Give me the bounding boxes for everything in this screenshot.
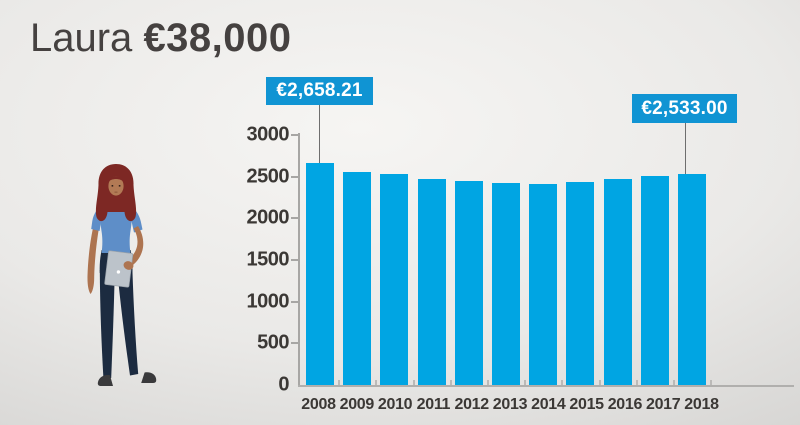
x-axis-tick bbox=[375, 380, 378, 385]
x-label-2013: 2013 bbox=[492, 396, 528, 413]
bar-2008 bbox=[306, 163, 334, 385]
callout-2018-pointer bbox=[685, 123, 686, 174]
person-illustration bbox=[87, 164, 157, 386]
y-axis-tick bbox=[291, 342, 299, 345]
bar-2014 bbox=[529, 183, 558, 385]
x-label-2017: 2017 bbox=[645, 396, 681, 413]
page-title: Laura €38,000 bbox=[30, 16, 292, 60]
bar-2011 bbox=[417, 179, 446, 385]
y-axis-tick bbox=[291, 134, 299, 136]
bar-2013 bbox=[492, 183, 520, 385]
x-axis-tick bbox=[598, 380, 601, 385]
y-label-0: 0 bbox=[278, 373, 289, 396]
x-label-2008: 2008 bbox=[301, 396, 336, 413]
y-label-2000: 2000 bbox=[246, 206, 290, 229]
bar-2009 bbox=[343, 171, 372, 385]
x-axis-line bbox=[298, 385, 794, 387]
title-salary-amount: €38,000 bbox=[143, 16, 292, 60]
y-axis-tick bbox=[291, 300, 299, 303]
x-axis-tick bbox=[524, 380, 527, 385]
x-label-2014: 2014 bbox=[531, 396, 566, 413]
x-axis-tick bbox=[673, 380, 675, 385]
y-axis-line bbox=[298, 133, 300, 386]
y-axis-tick bbox=[291, 259, 299, 261]
y-label-2500: 2500 bbox=[246, 165, 290, 188]
x-label-2018: 2018 bbox=[684, 396, 719, 413]
bar-2018 bbox=[678, 173, 706, 385]
y-label-1000: 1000 bbox=[246, 290, 290, 313]
y-axis-tick bbox=[291, 175, 299, 178]
y-label-3000: 3000 bbox=[246, 123, 290, 146]
x-label-2015: 2015 bbox=[569, 396, 604, 413]
x-axis-tick bbox=[710, 380, 713, 385]
title-person-name: Laura bbox=[30, 16, 133, 60]
x-axis-tick bbox=[338, 380, 341, 385]
x-axis-tick bbox=[449, 380, 452, 385]
x-label-2010: 2010 bbox=[377, 396, 413, 413]
bar-2015 bbox=[566, 181, 595, 385]
bar-2016 bbox=[603, 178, 632, 385]
x-label-2011: 2011 bbox=[416, 396, 451, 413]
bar-2017 bbox=[640, 176, 669, 385]
x-axis-tick bbox=[487, 380, 489, 385]
callout-2018-label: €2,533.00 bbox=[632, 94, 737, 123]
x-label-2009: 2009 bbox=[339, 396, 375, 413]
x-label-2012: 2012 bbox=[454, 396, 489, 413]
x-axis-tick bbox=[561, 380, 564, 385]
x-label-2016: 2016 bbox=[607, 396, 643, 413]
y-axis-tick bbox=[291, 217, 299, 220]
bar-2012 bbox=[454, 180, 483, 385]
x-axis-tick bbox=[635, 380, 638, 385]
bar-2010 bbox=[380, 173, 409, 385]
y-label-500: 500 bbox=[257, 331, 289, 354]
y-label-1500: 1500 bbox=[246, 248, 290, 271]
callout-2008-pointer bbox=[319, 105, 320, 164]
x-axis-tick bbox=[412, 380, 415, 385]
callout-2008-label: €2,658.21 bbox=[266, 77, 373, 105]
